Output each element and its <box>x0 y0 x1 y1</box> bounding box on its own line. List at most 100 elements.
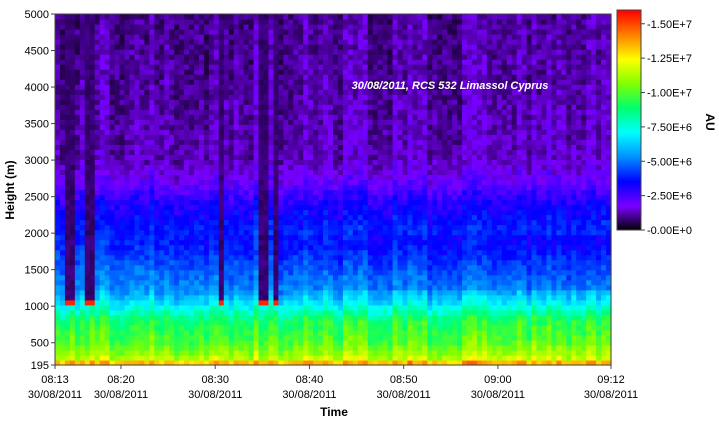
heatmap-cell <box>377 284 384 291</box>
heatmap-cell <box>114 269 121 276</box>
heatmap-cell <box>189 214 195 221</box>
heatmap-cell <box>243 214 250 221</box>
heatmap-cell <box>392 239 399 246</box>
heatmap-cell <box>129 104 136 110</box>
heatmap-cell <box>333 254 339 261</box>
heatmap-cell <box>362 144 369 150</box>
heatmap-cell <box>337 144 344 150</box>
heatmap-cell <box>303 339 309 346</box>
heatmap-cell <box>79 204 86 211</box>
heatmap-cell <box>124 279 131 286</box>
heatmap-cell <box>109 179 116 186</box>
heatmap-cell <box>99 199 106 206</box>
heatmap-cell <box>159 139 165 145</box>
heatmap-cell <box>74 224 81 231</box>
heatmap-cell <box>164 79 170 85</box>
heatmap-cell <box>402 69 409 75</box>
heatmap-cell <box>203 99 210 105</box>
heatmap-cell <box>258 149 265 155</box>
heatmap-cell <box>94 304 101 311</box>
heatmap-cell <box>233 264 240 271</box>
heatmap-cell <box>208 99 215 105</box>
heatmap-cell <box>213 239 220 246</box>
heatmap-cell <box>367 314 374 321</box>
heatmap-cell <box>208 24 215 30</box>
heatmap-cell <box>233 274 240 281</box>
heatmap-cell <box>367 79 374 85</box>
heatmap-cell <box>94 179 101 186</box>
heatmap-cell <box>149 244 155 251</box>
heatmap-cell <box>89 224 96 231</box>
heatmap-cell <box>308 224 314 231</box>
heatmap-cell <box>124 249 131 256</box>
heatmap-cell <box>213 254 220 261</box>
heatmap-cell <box>79 234 86 241</box>
heatmap-cell <box>328 284 334 291</box>
heatmap-cell <box>159 284 165 291</box>
heatmap-cell <box>333 289 339 296</box>
heatmap-cell <box>362 44 369 50</box>
heatmap-cell <box>164 224 170 231</box>
heatmap-cell <box>179 74 185 80</box>
heatmap-cell <box>233 139 240 145</box>
heatmap-cell <box>333 339 339 346</box>
heatmap-cell <box>223 259 230 266</box>
heatmap-cell <box>69 174 76 181</box>
heatmap-cell <box>198 264 205 271</box>
heatmap-cell <box>84 39 91 45</box>
heatmap-cell <box>104 39 111 45</box>
heatmap-cell <box>89 159 96 166</box>
heatmap-cell <box>377 254 384 261</box>
heatmap-cell <box>387 74 394 80</box>
heatmap-cell <box>377 359 384 366</box>
heatmap-cell <box>382 324 389 331</box>
heatmap-cell <box>228 109 235 115</box>
heatmap-cell <box>59 84 66 90</box>
heatmap-cell <box>203 309 210 316</box>
heatmap-cell <box>74 134 81 140</box>
heatmap-cell <box>134 164 140 171</box>
heatmap-cell <box>169 134 175 140</box>
heatmap-cell <box>407 294 414 301</box>
heatmap-cell <box>392 254 399 261</box>
heatmap-cell <box>303 224 309 231</box>
heatmap-cell <box>55 279 61 286</box>
heatmap-cell <box>64 314 71 321</box>
heatmap-cell <box>402 344 409 351</box>
heatmap-cell <box>333 64 339 70</box>
heatmap-cell <box>223 79 230 85</box>
heatmap-cell <box>323 264 329 271</box>
heatmap-cell <box>278 354 284 361</box>
heatmap-cell <box>233 159 240 166</box>
heatmap-cell <box>278 114 284 120</box>
heatmap-cell <box>169 339 175 346</box>
heatmap-cell <box>392 24 399 30</box>
heatmap-cell <box>253 69 260 75</box>
heatmap-cell <box>293 314 299 321</box>
heatmap-cell <box>402 329 409 336</box>
heatmap-cell <box>89 254 96 261</box>
heatmap-cell <box>328 14 334 20</box>
heatmap-cell <box>94 294 101 301</box>
heatmap-cell <box>357 164 364 171</box>
heatmap-cell <box>303 79 309 85</box>
heatmap-cell <box>233 169 240 176</box>
heatmap-cell <box>169 114 175 120</box>
heatmap-cell <box>189 19 195 25</box>
heatmap-cell <box>243 359 250 366</box>
heatmap-cell <box>124 119 131 125</box>
heatmap-cell <box>402 29 409 35</box>
heatmap-cell <box>283 54 289 60</box>
heatmap-cell <box>179 19 185 25</box>
heatmap-cell <box>233 219 240 226</box>
heatmap-cell <box>313 234 319 241</box>
heatmap-cell <box>64 319 71 326</box>
heatmap-cell <box>253 254 260 261</box>
heatmap-cell <box>342 279 349 286</box>
heatmap-cell <box>318 309 324 316</box>
heatmap-cell <box>179 309 185 316</box>
heatmap-cell <box>218 214 225 221</box>
heatmap-cell <box>223 164 230 171</box>
heatmap-cell <box>342 159 349 166</box>
heatmap-cell <box>144 304 150 311</box>
